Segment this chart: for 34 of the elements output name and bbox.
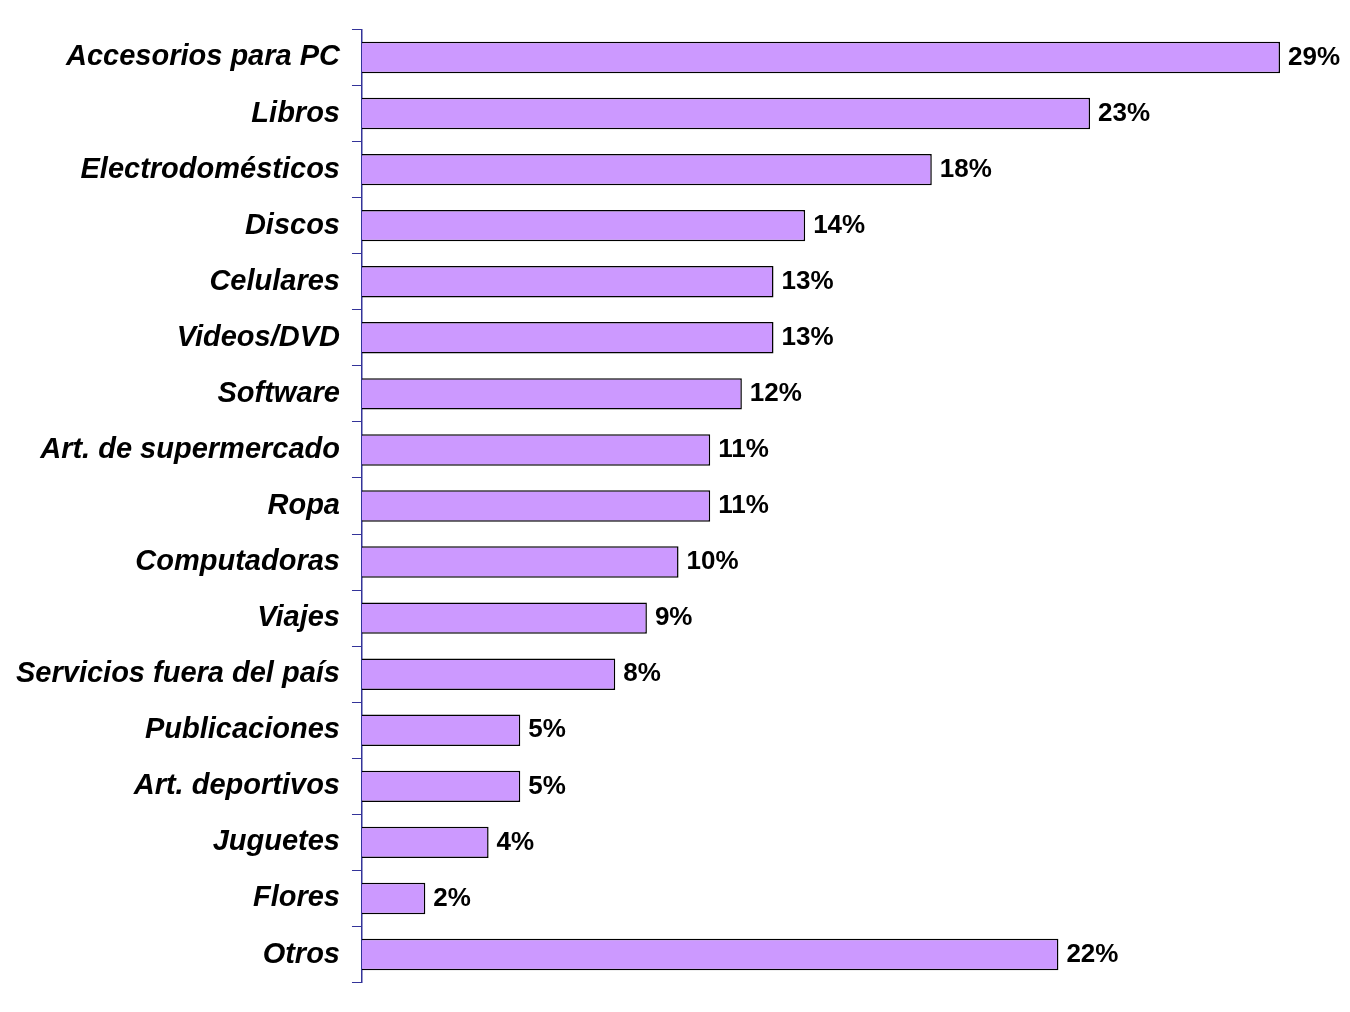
y-tick-label: Videos/DVD (176, 319, 341, 352)
data-label: 13% (781, 320, 834, 351)
y-tick-label: Ropa (267, 488, 340, 520)
data-label: 22% (1066, 937, 1119, 968)
y-tick-label: Software (217, 375, 340, 408)
y-tick-label: Servicios fuera del país (16, 656, 340, 689)
y-tick-label: Art. de supermercado (39, 431, 340, 464)
y-tick-label: Viajes (257, 600, 340, 633)
y-tick-label: Otros (262, 936, 340, 969)
y-tick-label: Flores (252, 880, 340, 913)
y-tick-label: Accesorios para PC (64, 39, 342, 72)
data-label: 10% (686, 545, 739, 576)
data-label: 11% (718, 433, 769, 464)
data-label: 2% (433, 881, 471, 912)
data-label: 11% (718, 489, 769, 520)
data-label: 8% (623, 657, 661, 688)
data-label: 9% (654, 601, 693, 632)
data-label: 12% (749, 377, 802, 408)
y-tick-label: Celulares (209, 263, 340, 296)
data-label: 29% (1288, 40, 1341, 71)
data-label: 5% (528, 713, 566, 744)
data-label: 23% (1098, 96, 1151, 127)
data-label: 4% (496, 825, 535, 856)
data-label: 14% (813, 208, 866, 239)
data-label: 18% (939, 152, 992, 183)
y-tick-label: Art. deportivos (132, 768, 340, 801)
y-tick-label: Discos (244, 207, 340, 240)
y-tick-label: Libros (251, 95, 340, 128)
y-tick-label: Computadoras (135, 544, 340, 577)
y-tick-label: Publicaciones (144, 712, 340, 745)
data-label: 13% (781, 264, 834, 295)
data-label: 5% (528, 769, 566, 800)
y-tick-label: Juguetes (212, 824, 340, 857)
y-tick-label: Electrodomésticos (80, 151, 340, 184)
